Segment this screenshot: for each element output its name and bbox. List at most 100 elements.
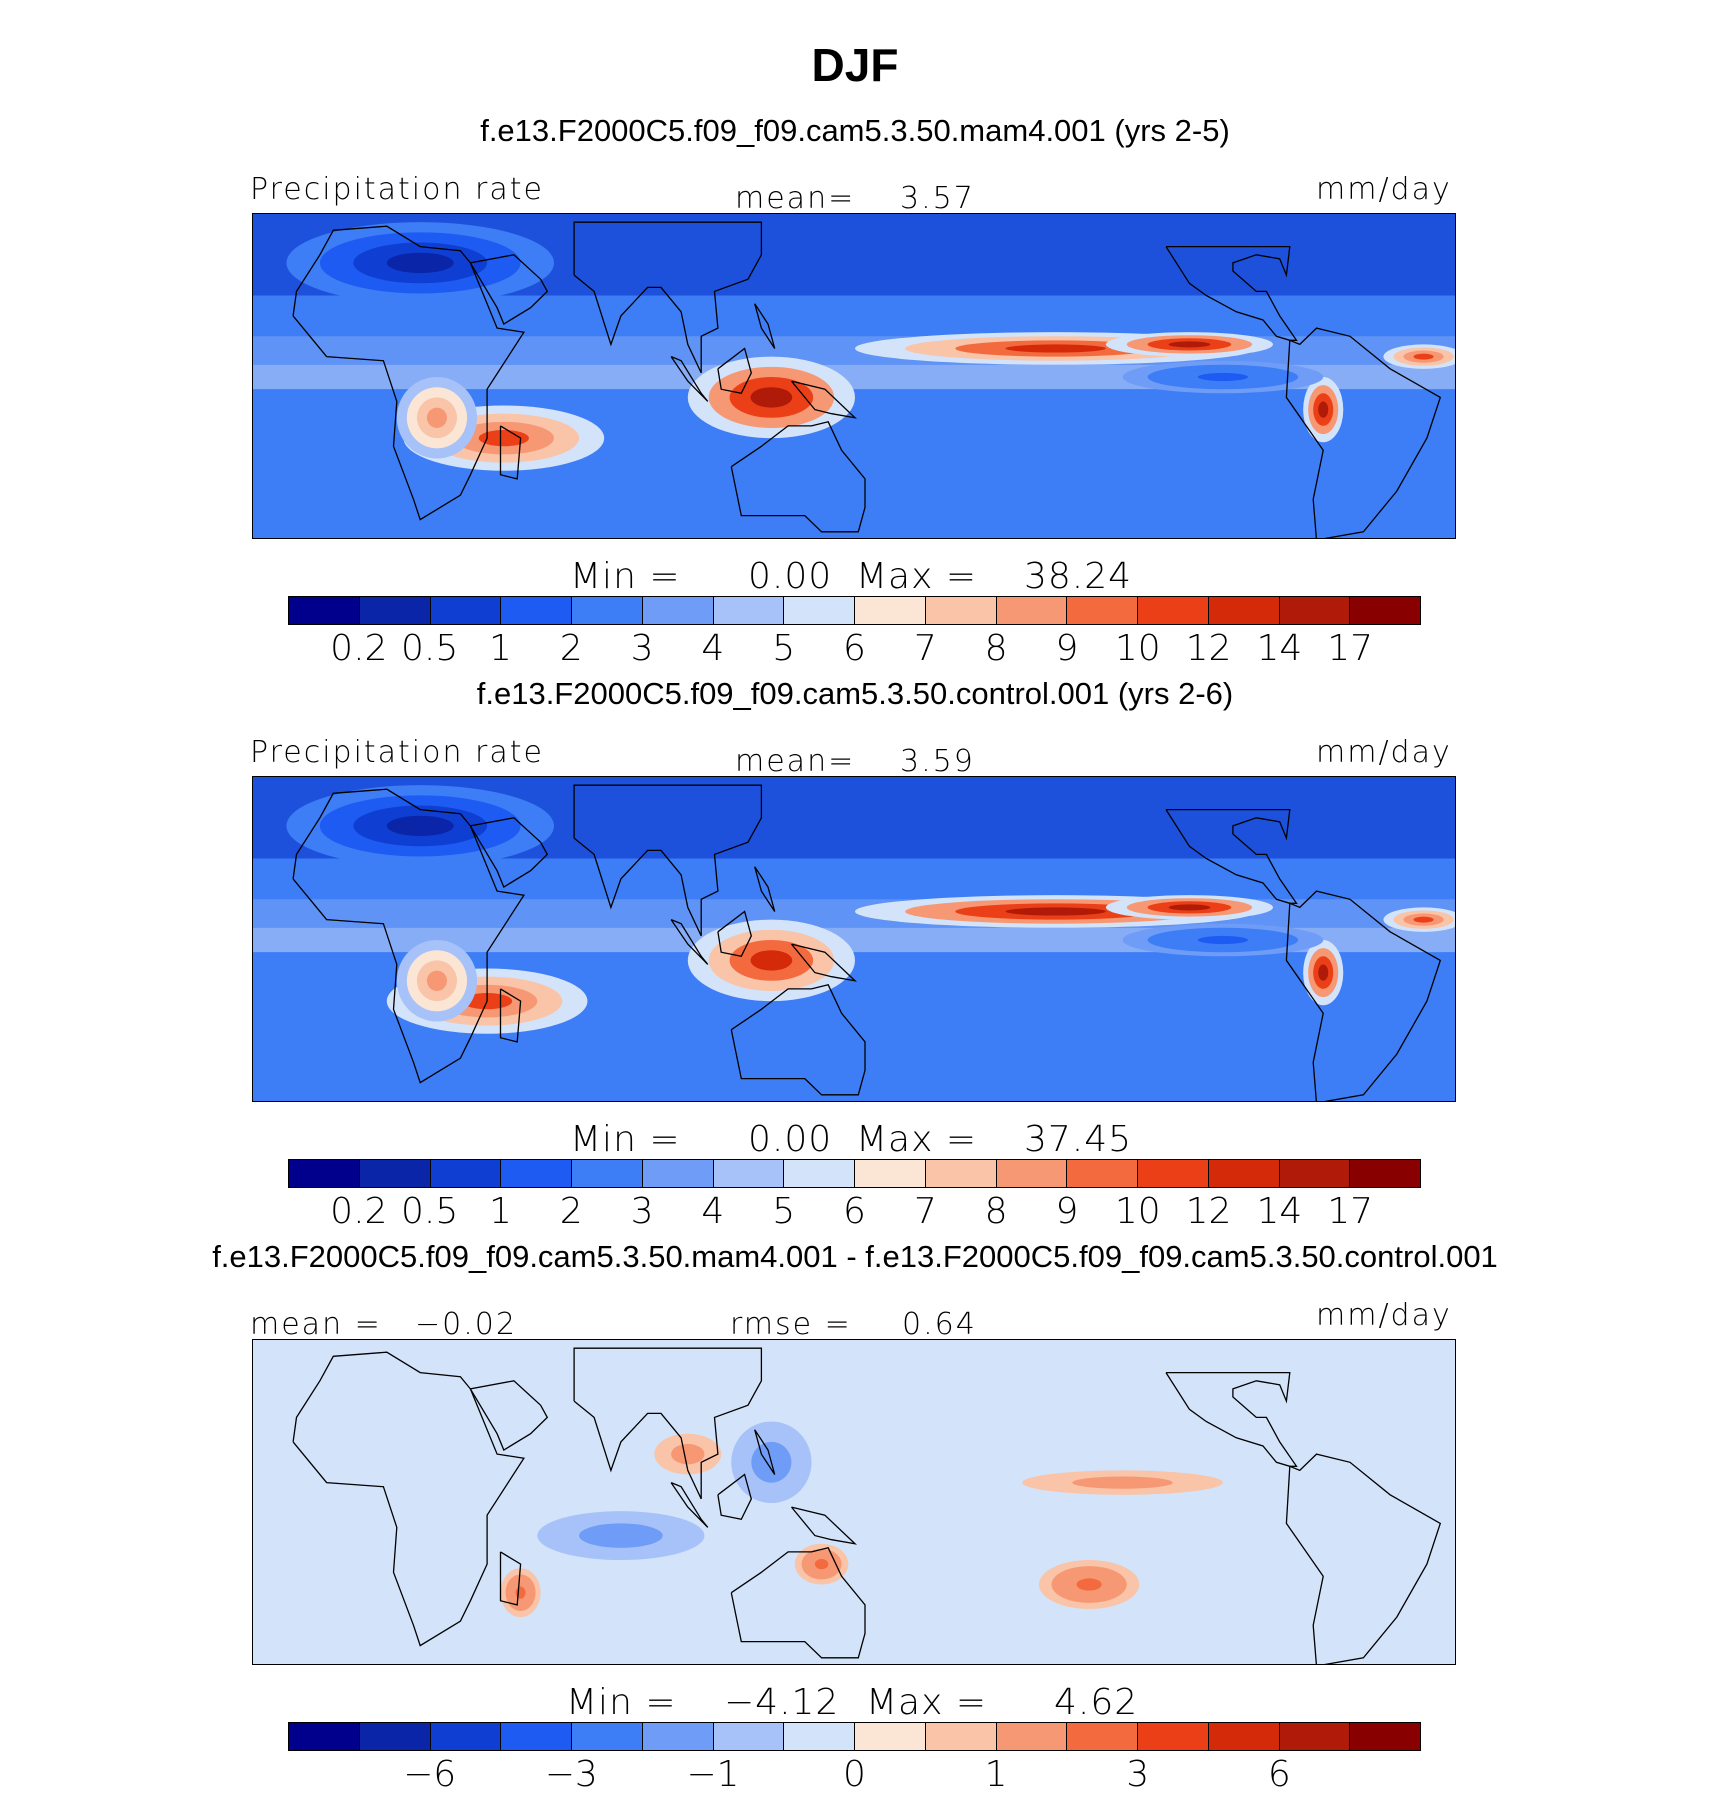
coastline	[730, 1547, 866, 1659]
map-field-contour	[599, 1529, 642, 1542]
panel2-min-label: Min =	[570, 1119, 681, 1160]
colorbar-tick-label: 4	[701, 1191, 725, 1232]
panel2-map-svg	[253, 777, 1455, 1101]
coastline	[754, 303, 776, 349]
coastline	[499, 988, 522, 1043]
coastline	[670, 918, 709, 965]
colorbar-swatch	[1350, 597, 1420, 624]
panel2-mean-label: mean=	[735, 744, 856, 779]
colorbar-tick-label: 0.5	[400, 628, 459, 669]
panel2-mean-value: 3.59	[900, 744, 975, 779]
colorbar-swatch	[1350, 1723, 1420, 1750]
map-field-contour	[1318, 401, 1329, 418]
colorbar-tick-label: 0	[843, 1754, 866, 1795]
map-field-contour	[1005, 344, 1106, 353]
panel1-max-value: 38.24	[1024, 556, 1133, 597]
map-field-contour	[515, 1586, 526, 1599]
panel1-variable-label: Precipitation rate	[250, 172, 544, 207]
panel3-units-label: mm/day	[1316, 1298, 1452, 1333]
panel3-map	[252, 1339, 1456, 1665]
colorbar-swatch	[430, 597, 502, 624]
colorbar-swatch	[642, 1160, 714, 1187]
colorbar-tick-label: 12	[1185, 1191, 1232, 1232]
panel2-max-value: 37.45	[1024, 1119, 1133, 1160]
colorbar-tick-label: 9	[1055, 628, 1079, 669]
panel1-colorbar	[288, 596, 1421, 625]
panel3-max-label: Max =	[866, 1682, 988, 1723]
colorbar-swatch	[1138, 597, 1209, 624]
coastline	[1285, 890, 1442, 1101]
colorbar-tick-label: 14	[1256, 1191, 1303, 1232]
coastline	[670, 355, 709, 402]
colorbar-swatch	[359, 1723, 431, 1750]
colorbar-tick-label: 17	[1327, 628, 1374, 669]
panel1-map-svg	[253, 214, 1455, 538]
map-field-contour	[426, 407, 447, 428]
panel3-rmse-value: 0.64	[902, 1307, 977, 1342]
colorbar-swatch	[713, 597, 785, 624]
panel2-case-title: f.e13.F2000C5.f09_f09.cam5.3.50.control.…	[476, 676, 1234, 711]
colorbar-swatch	[501, 1723, 572, 1750]
colorbar-swatch	[925, 1723, 997, 1750]
map-field-contour	[750, 387, 793, 408]
map-background	[253, 1340, 1455, 1664]
panel3-min-value: −4.12	[724, 1682, 840, 1723]
colorbar-swatch	[996, 1723, 1068, 1750]
colorbar-tick-label: 17	[1327, 1191, 1374, 1232]
colorbar-tick-label: 6	[843, 1191, 866, 1232]
colorbar-tick-label: 5	[772, 1191, 796, 1232]
coastline	[754, 866, 776, 912]
colorbar-swatch	[1279, 1160, 1351, 1187]
colorbar-swatch	[713, 1160, 785, 1187]
colorbar-tick-label: 10	[1114, 628, 1161, 669]
colorbar-tick-label: −3	[544, 1754, 598, 1795]
panel1-mean-value: 3.57	[900, 181, 975, 216]
coastline	[573, 784, 763, 937]
colorbar-swatch	[572, 597, 643, 624]
colorbar-swatch	[925, 1160, 997, 1187]
coastline	[573, 1347, 763, 1500]
colorbar-swatch	[1138, 1160, 1209, 1187]
colorbar-swatch	[1208, 1160, 1280, 1187]
map-band	[253, 336, 1455, 365]
coastline	[730, 984, 866, 1096]
coastline	[1165, 808, 1298, 904]
map-field-contour	[478, 429, 529, 447]
coastline	[292, 788, 525, 1084]
colorbar-swatch	[784, 1723, 855, 1750]
panel3-colorbar	[288, 1722, 1421, 1751]
map-field-contour	[1005, 907, 1106, 916]
colorbar-tick-label: −1	[686, 1754, 740, 1795]
coastline	[469, 254, 549, 325]
colorbar-swatch	[1279, 597, 1351, 624]
map-field-contour	[386, 252, 454, 274]
map-field-contour	[1197, 935, 1248, 945]
coastline	[573, 221, 763, 374]
colorbar-tick-label: 14	[1256, 628, 1303, 669]
colorbar-tick-label: 8	[984, 628, 1008, 669]
coastline	[790, 380, 858, 419]
colorbar-tick-label: 3	[630, 1191, 654, 1232]
colorbar-tick-label: 9	[1055, 1191, 1079, 1232]
colorbar-tick-label: 10	[1114, 1191, 1161, 1232]
colorbar-swatch	[925, 597, 997, 624]
panel2-map	[252, 776, 1456, 1102]
colorbar-tick-label: 5	[772, 628, 796, 669]
coastline	[790, 1506, 858, 1545]
colorbar-swatch	[855, 1723, 926, 1750]
colorbar-swatch	[359, 1160, 431, 1187]
map-band	[253, 899, 1455, 928]
colorbar-swatch	[1067, 1723, 1138, 1750]
coastline	[717, 1473, 752, 1521]
map-field-contour	[426, 970, 447, 991]
map-field-contour	[1097, 1479, 1148, 1486]
colorbar-swatch	[289, 1723, 360, 1750]
colorbar-swatch	[1067, 597, 1138, 624]
colorbar-swatch	[289, 1160, 360, 1187]
coastline	[670, 1481, 709, 1528]
colorbar-swatch	[642, 597, 714, 624]
panel3-case-title: f.e13.F2000C5.f09_f09.cam5.3.50.mam4.001…	[212, 1239, 1498, 1274]
map-field-contour	[679, 1449, 697, 1460]
map-field-contour	[1168, 904, 1211, 911]
colorbar-swatch	[1350, 1160, 1420, 1187]
